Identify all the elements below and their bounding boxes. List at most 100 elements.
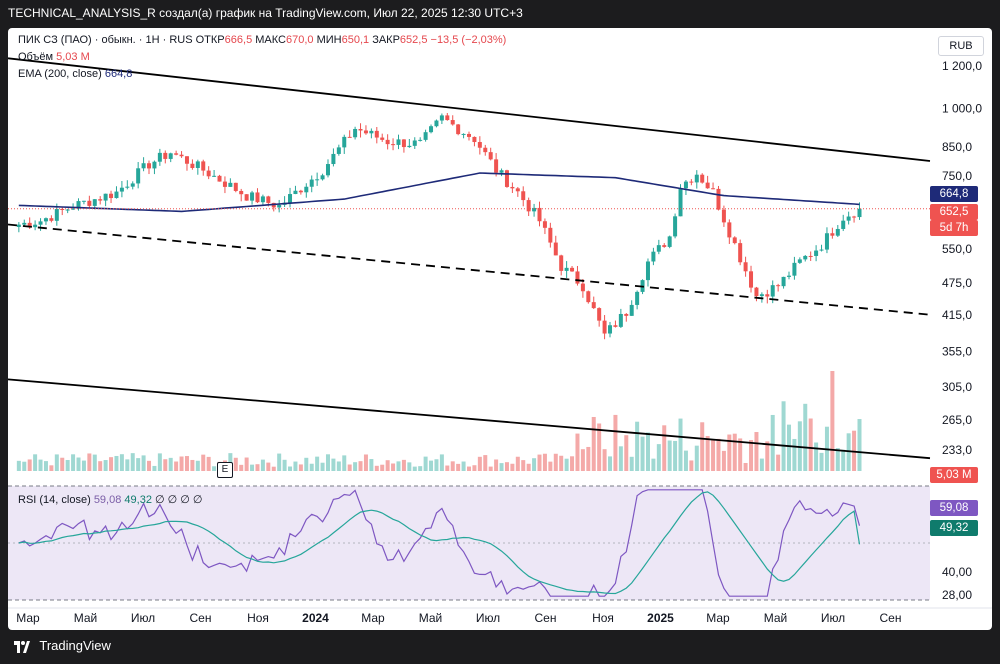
volume-bar [331, 458, 336, 471]
candle-body [645, 261, 650, 281]
close-value: 652,5 [399, 34, 428, 46]
volume-bar [43, 461, 48, 471]
volume-bar [255, 464, 260, 471]
volume-bar [624, 435, 629, 471]
volume-bar [60, 457, 65, 471]
volume-bar [320, 462, 325, 471]
volume-bar [662, 425, 667, 471]
candle-body [841, 220, 846, 229]
volume-bar [385, 460, 390, 471]
volume-bar [716, 438, 721, 471]
volume-bar [738, 438, 743, 471]
volume-bar [477, 456, 482, 471]
trendline-dashed [8, 223, 931, 316]
x-tick-label: 2025 [647, 611, 674, 625]
volume-bar [407, 462, 412, 471]
volume-bar [353, 462, 358, 471]
earnings-marker[interactable]: E [217, 462, 233, 478]
volume-bar [212, 466, 217, 471]
chart-panel[interactable]: 1 200,01 000,0850,0750,0650,0550,0475,04… [8, 28, 992, 630]
candle-body [152, 161, 157, 169]
candle-body [683, 181, 688, 189]
volume-bar [130, 453, 135, 471]
rsi-ma-value: 49,32 [124, 494, 152, 506]
candle-body [754, 287, 759, 297]
footer-brand[interactable]: TradingView [14, 638, 111, 653]
candle-body [651, 251, 656, 262]
ema-badge: 664,8 [930, 186, 978, 202]
volume-bar [233, 457, 238, 471]
candle-body [797, 259, 802, 263]
volume-bar [857, 419, 862, 471]
candle-body [494, 159, 499, 173]
candle-body [260, 196, 265, 203]
x-tick-label: Сен [190, 611, 212, 625]
candle-body [266, 196, 271, 203]
volume-bar [689, 460, 694, 471]
candle-body [477, 142, 482, 148]
candle-body [412, 140, 417, 146]
candle-body [147, 163, 152, 169]
candle-body [716, 188, 721, 210]
candle-body [835, 228, 840, 236]
volume-bar [418, 466, 423, 471]
symbol-name: ПИК СЗ (ПАО) · обыкн. · 1Н · RUS [18, 34, 193, 46]
volume-bar [33, 454, 38, 471]
candle-body [190, 163, 195, 168]
volume-bar [564, 458, 569, 471]
x-tick-label: Ноя [247, 611, 269, 625]
candle-body [33, 224, 38, 228]
candle-body [136, 168, 141, 184]
x-tick-label: Ноя [592, 611, 614, 625]
volume-bar [727, 434, 732, 471]
rsi-badge: 59,08 [930, 500, 978, 516]
candle-body [418, 139, 423, 141]
volume-bar [49, 465, 54, 471]
volume-bar [732, 433, 737, 471]
tradingview-logo-icon [14, 640, 30, 653]
volume-legend[interactable]: Объём 5,03 M [18, 51, 90, 63]
y-tick-label: 475,0 [942, 276, 972, 290]
candle-body [532, 207, 537, 212]
candle-body [721, 209, 726, 223]
volume-bar [694, 445, 699, 471]
volume-bar [613, 414, 618, 471]
x-tick-label: Мар [16, 611, 40, 625]
chart-caption: TECHNICAL_ANALYSIS_R создал(а) график на… [8, 6, 523, 20]
volume-bar [179, 456, 184, 471]
candle-body [369, 130, 374, 134]
price-chart-svg[interactable]: 1 200,01 000,0850,0750,0650,0550,0475,04… [8, 28, 992, 630]
volume-bar [147, 460, 152, 471]
candle-body [396, 139, 401, 145]
volume-bar [434, 459, 439, 471]
currency-button[interactable]: RUB [938, 36, 984, 56]
candle-body [667, 236, 672, 247]
volume-bar [65, 460, 70, 471]
candle-body [434, 120, 439, 127]
volume-bar [635, 421, 640, 471]
volume-bar [136, 458, 141, 471]
volume-bar [532, 458, 537, 471]
volume-bar [754, 432, 759, 471]
volume-bar [152, 465, 157, 471]
candle-body [749, 271, 754, 288]
volume-bar [602, 449, 607, 471]
candle-body [65, 209, 70, 211]
ema-legend[interactable]: EMA (200, close) 664,8 [18, 68, 132, 80]
volume-bar [645, 432, 650, 471]
x-tick-label: Мар [361, 611, 385, 625]
candle-body [559, 255, 564, 271]
volume-bar [700, 422, 705, 471]
volume-bar [759, 458, 764, 471]
volume-bar [450, 461, 455, 471]
candle-body [423, 132, 428, 140]
candle-body [830, 233, 835, 236]
volume-bar [336, 461, 341, 471]
rsi-legend[interactable]: RSI (14, close) 59,08 49,32 ∅ ∅ ∅ ∅ [18, 493, 203, 506]
candle-body [331, 153, 336, 165]
x-tick-label: Май [764, 611, 788, 625]
volume-bar [277, 453, 282, 471]
candle-body [217, 175, 222, 182]
high-label: МАКС [255, 34, 286, 46]
volume-bar [819, 452, 824, 471]
